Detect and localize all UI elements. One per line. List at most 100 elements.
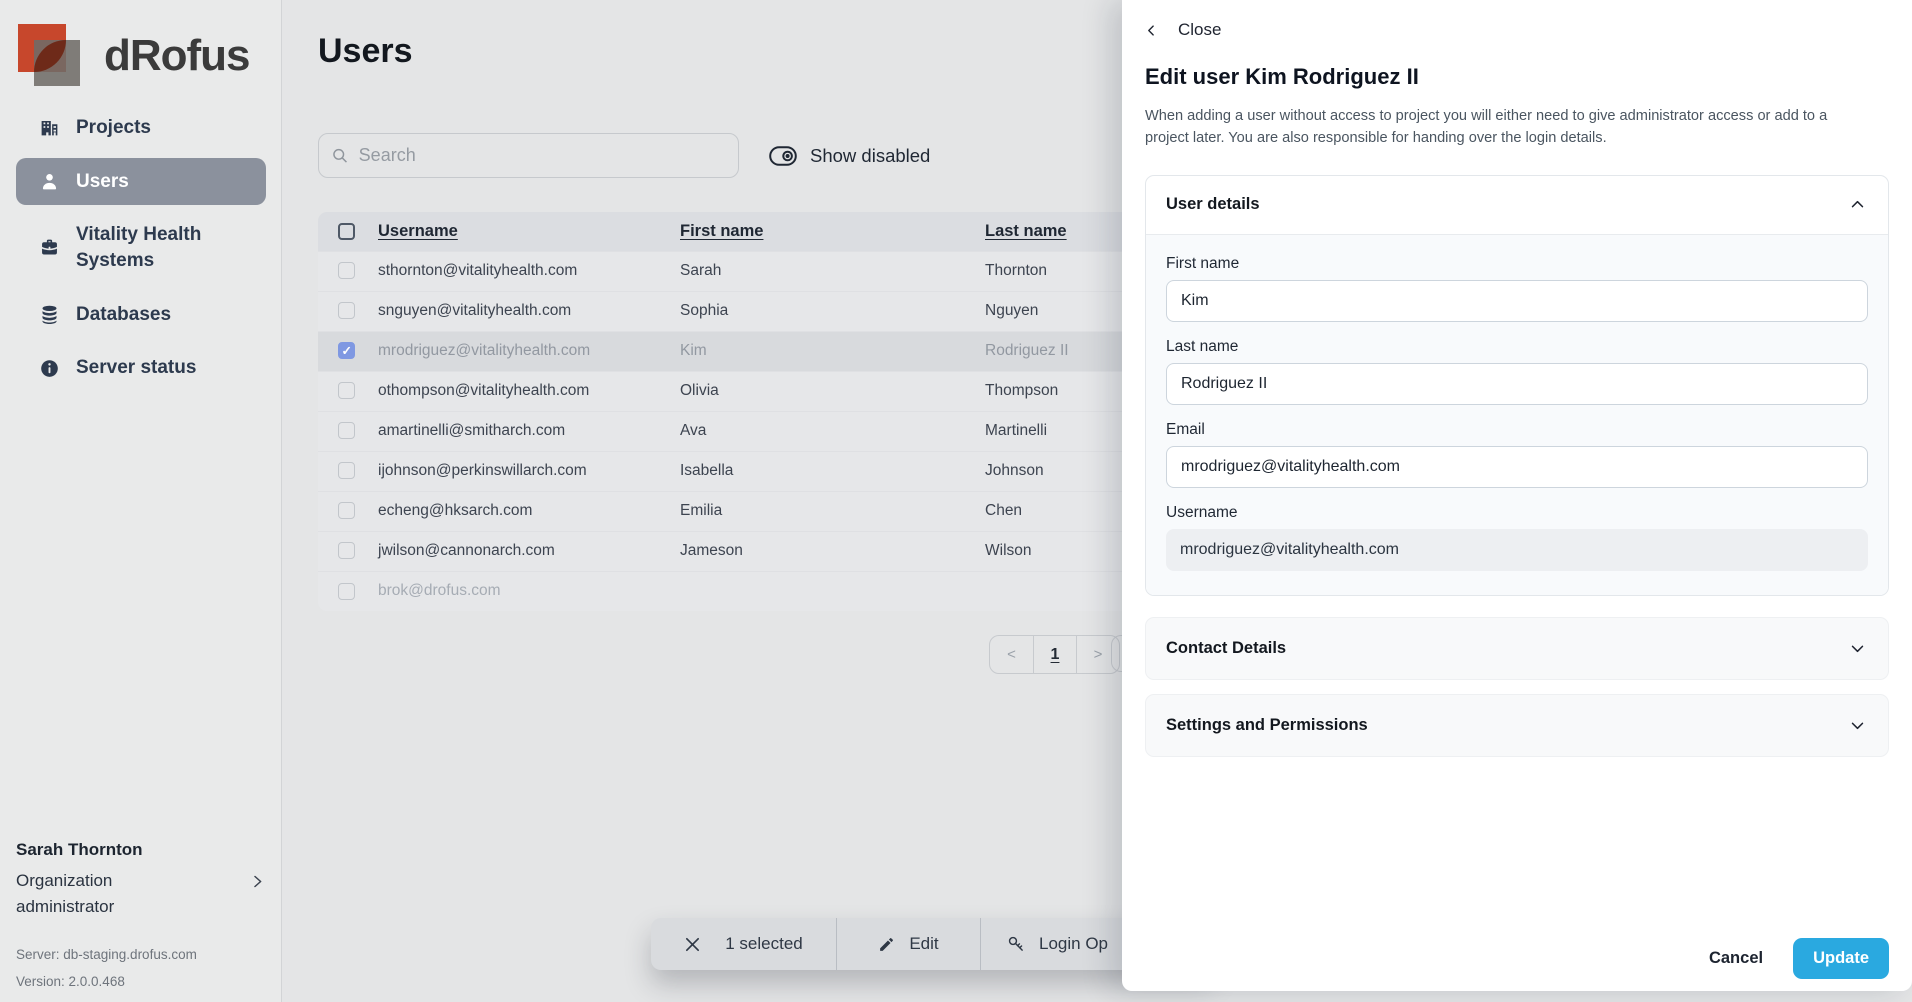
user-details-card: User details First name Last name Email xyxy=(1145,174,1889,596)
last-name-field[interactable] xyxy=(1166,362,1868,405)
sidebar-item-label: Users xyxy=(76,170,129,192)
column-header-first-name[interactable]: First name xyxy=(680,212,985,251)
search-box xyxy=(318,133,739,178)
drawer-title: Edit user Kim Rodriguez II xyxy=(1145,64,1419,89)
sidebar-item-vitality-health-systems[interactable]: Vitality Health Systems xyxy=(16,211,266,284)
pencil-icon xyxy=(880,937,894,951)
first-name-label: First name xyxy=(1166,254,1240,272)
login-options-button[interactable]: Login Op xyxy=(981,918,1213,970)
brand-name: dRofus xyxy=(104,31,251,80)
briefcase-icon xyxy=(38,237,60,258)
row-first-name: Isabella xyxy=(680,450,985,491)
close-label: Close xyxy=(1178,20,1222,39)
email-field[interactable] xyxy=(1166,445,1868,488)
sidebar-item-label: Databases xyxy=(76,303,172,325)
first-name-field[interactable] xyxy=(1166,279,1868,322)
sidebar-nav: Projects Users Vitality Health Systems D… xyxy=(0,104,282,392)
edit-button[interactable]: Edit xyxy=(836,918,981,970)
version-info: Version: 2.0.0.468 xyxy=(16,974,125,989)
sidebar-item-server-status[interactable]: Server status xyxy=(16,344,266,392)
contact-details-accordion[interactable]: Contact Details xyxy=(1145,616,1889,680)
page-title: Users xyxy=(318,32,413,70)
sidebar: dRofus Projects Users Vitality Health Sy… xyxy=(0,0,282,1002)
show-disabled-toggle[interactable]: Show disabled xyxy=(769,145,930,167)
row-checkbox[interactable] xyxy=(338,422,355,440)
last-name-label: Last name xyxy=(1166,337,1239,355)
chevron-up-icon xyxy=(1849,196,1866,213)
pagination: < 1 > xyxy=(989,635,1120,674)
row-first-name: Jameson xyxy=(680,530,985,571)
sidebar-item-users[interactable]: Users xyxy=(16,157,266,206)
row-username: ijohnson@perkinswillarch.com xyxy=(378,450,680,491)
user-details-title: User details xyxy=(1166,195,1260,214)
clear-selection[interactable]: 1 selected xyxy=(651,918,836,970)
row-checkbox[interactable] xyxy=(338,502,355,520)
row-checkbox[interactable] xyxy=(338,302,355,320)
row-username: brok@drofus.com xyxy=(378,570,680,611)
row-first-name: Ava xyxy=(680,410,985,451)
row-first-name: Olivia xyxy=(680,370,985,411)
pagination-page-1[interactable]: 1 xyxy=(1033,636,1076,673)
drofus-logo-icon xyxy=(18,24,82,88)
chevron-down-icon xyxy=(1849,717,1866,734)
close-drawer-button[interactable]: Close xyxy=(1145,0,1889,40)
row-first-name xyxy=(680,570,985,611)
sidebar-current-user[interactable]: Sarah Thornton Organization administrato… xyxy=(16,840,265,919)
row-username: jwilson@cannonarch.com xyxy=(378,530,680,571)
sidebar-item-databases[interactable]: Databases xyxy=(16,291,266,339)
buildings-icon xyxy=(38,117,60,138)
row-username: othompson@vitalityhealth.com xyxy=(378,370,680,411)
row-first-name: Sarah xyxy=(680,250,985,291)
row-checkbox[interactable] xyxy=(338,542,355,560)
username-label: Username xyxy=(1166,503,1238,521)
chevron-down-icon xyxy=(1849,640,1866,657)
edit-label: Edit xyxy=(909,934,939,953)
chevron-right-icon[interactable] xyxy=(250,874,265,894)
user-details-header[interactable]: User details xyxy=(1146,176,1888,234)
sidebar-item-label: Projects xyxy=(76,117,151,138)
settings-permissions-title: Settings and Permissions xyxy=(1166,715,1368,734)
show-disabled-label: Show disabled xyxy=(810,144,931,166)
selection-action-bar: 1 selected Edit Login Op xyxy=(651,918,1213,970)
pagination-next-button[interactable]: > xyxy=(1076,636,1119,673)
cancel-button[interactable]: Cancel xyxy=(1708,949,1764,967)
sidebar-item-projects[interactable]: Projects xyxy=(16,104,266,152)
edit-user-drawer: Close Edit user Kim Rodriguez II When ad… xyxy=(1122,0,1912,991)
row-checkbox[interactable] xyxy=(338,342,355,360)
row-checkbox[interactable] xyxy=(338,382,355,400)
email-label: Email xyxy=(1166,420,1205,438)
row-checkbox[interactable] xyxy=(338,262,355,280)
row-first-name: Sophia xyxy=(680,290,985,331)
drawer-description: When adding a user without access to pro… xyxy=(1145,108,1828,146)
settings-permissions-accordion[interactable]: Settings and Permissions xyxy=(1145,693,1889,757)
brand-logo[interactable]: dRofus xyxy=(18,24,251,88)
row-username: mrodriguez@vitalityhealth.com xyxy=(378,330,680,371)
select-all-checkbox[interactable] xyxy=(338,222,355,240)
selected-count: 1 selected xyxy=(725,934,803,953)
sidebar-item-label: Vitality Health Systems xyxy=(76,224,202,271)
login-options-label: Login Op xyxy=(1039,934,1108,953)
row-first-name: Emilia xyxy=(680,490,985,531)
username-field xyxy=(1166,528,1868,571)
toggle-off-icon xyxy=(769,145,797,166)
row-username: echeng@hksarch.com xyxy=(378,490,680,531)
column-header-username[interactable]: Username xyxy=(378,212,680,251)
contact-details-title: Contact Details xyxy=(1166,638,1287,657)
row-first-name: Kim xyxy=(680,330,985,371)
user-details-body: First name Last name Email Username xyxy=(1146,233,1888,595)
row-checkbox[interactable] xyxy=(338,462,355,480)
row-checkbox[interactable] xyxy=(338,582,355,600)
server-info: Server: db-staging.drofus.com xyxy=(16,947,197,962)
info-icon xyxy=(38,358,60,379)
user-icon xyxy=(38,171,60,192)
database-icon xyxy=(38,304,60,325)
key-icon xyxy=(1008,936,1023,951)
sidebar-item-label: Server status xyxy=(76,357,197,379)
current-user-role: Organization administrator xyxy=(16,871,115,916)
pagination-prev-button[interactable]: < xyxy=(1007,646,1016,663)
row-username: amartinelli@smitharch.com xyxy=(378,410,680,451)
search-input[interactable] xyxy=(358,145,726,166)
update-button[interactable]: Update xyxy=(1793,938,1889,979)
chevron-left-icon xyxy=(1145,22,1158,39)
row-username: sthornton@vitalityhealth.com xyxy=(378,250,680,291)
